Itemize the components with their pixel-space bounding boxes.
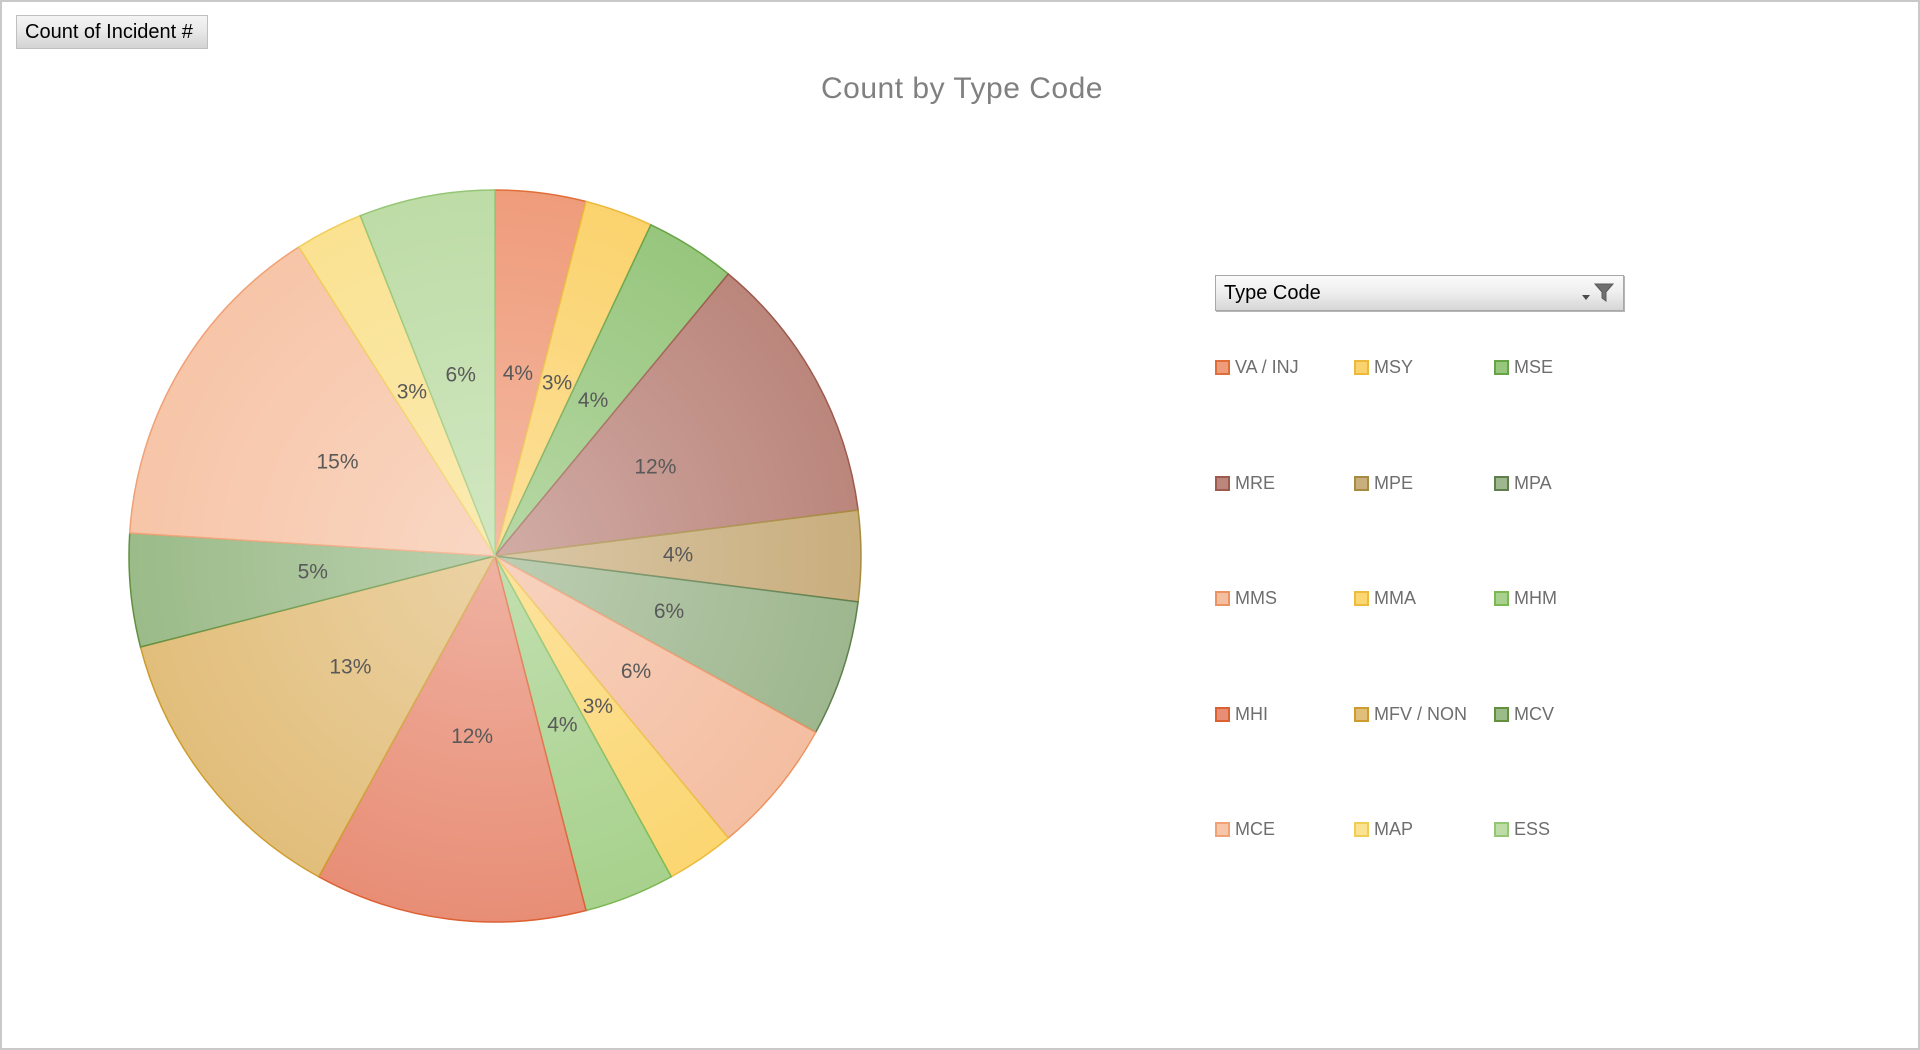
legend-swatch-mpe — [1354, 476, 1369, 491]
dropdown-caret-icon — [1582, 295, 1590, 300]
legend-item-mce: MCE — [1215, 819, 1275, 840]
legend-label: MSE — [1514, 357, 1554, 377]
legend-swatch-ess — [1494, 822, 1509, 837]
legend-label: MMS — [1235, 588, 1277, 608]
legend-swatch-mma — [1354, 591, 1369, 606]
legend-label: MRE — [1235, 473, 1275, 493]
legend-label: ESS — [1514, 819, 1551, 839]
pie-data-label: 3% — [542, 371, 572, 394]
legend-swatch-mms — [1215, 591, 1230, 606]
legend-swatch-mcv — [1494, 707, 1509, 722]
pie-data-label: 4% — [578, 389, 608, 412]
legend-item-va-inj: VA / INJ — [1215, 357, 1299, 378]
pie-data-label: 4% — [503, 362, 533, 385]
legend-item-mms: MMS — [1215, 588, 1277, 609]
legend-label: MPE — [1374, 473, 1414, 493]
legend-item-mse: MSE — [1494, 357, 1553, 378]
pie-data-label: 6% — [446, 364, 476, 387]
pie-data-label: 4% — [547, 714, 577, 737]
legend-swatch-mre — [1215, 476, 1230, 491]
legend-item-mpa: MPA — [1494, 473, 1552, 494]
pie-data-label: 3% — [397, 380, 427, 403]
legend-swatch-mpa — [1494, 476, 1509, 491]
legend-label: MHI — [1235, 704, 1268, 724]
legend-label: MCE — [1235, 819, 1275, 839]
legend-label: MCV — [1514, 704, 1554, 724]
legend-label: MFV / NON — [1374, 704, 1467, 724]
legend-item-mma: MMA — [1354, 588, 1416, 609]
pie-chart: 4% 3% 4% 12% 4% 6% 6% 3% 4% 12% 13% 5% 15% 3% 6% — [115, 176, 875, 936]
pie-data-label: 6% — [654, 600, 684, 623]
legend-label: MSY — [1374, 357, 1414, 377]
value-field-button-label: Count of Incident # — [25, 20, 193, 43]
type-code-filter-label: Type Code — [1224, 281, 1321, 304]
pie-data-label: 4% — [663, 544, 693, 567]
legend-item-map: MAP — [1354, 819, 1413, 840]
legend-swatch-mce — [1215, 822, 1230, 837]
legend-label: MPA — [1514, 473, 1552, 493]
legend-item-msy: MSY — [1354, 357, 1413, 378]
legend-swatch-mhm — [1494, 591, 1509, 606]
legend-item-mcv: MCV — [1494, 704, 1554, 725]
pie-data-label: 12% — [451, 725, 493, 748]
legend-swatch-msy — [1354, 360, 1369, 375]
pie-data-label: 3% — [583, 695, 613, 718]
legend-swatch-mfv-non — [1354, 707, 1369, 722]
value-field-button[interactable]: Count of Incident # — [16, 15, 208, 49]
pie-chart-svg: 4% 3% 4% 12% 4% 6% 6% 3% 4% 12% 13% 5% 15% 3% 6% — [128, 189, 862, 923]
legend-item-ess: ESS — [1494, 819, 1550, 840]
legend-item-mre: MRE — [1215, 473, 1275, 494]
legend-swatch-map — [1354, 822, 1369, 837]
pie-data-label: 15% — [316, 450, 358, 473]
type-code-filter-button[interactable]: Type Code — [1215, 275, 1624, 311]
legend-item-mhm: MHM — [1494, 588, 1557, 609]
legend-item-mhi: MHI — [1215, 704, 1268, 725]
pie-data-label: 5% — [298, 561, 328, 584]
legend-label: VA / INJ — [1235, 357, 1299, 377]
legend-label: MHM — [1514, 588, 1557, 608]
funnel-icon[interactable] — [1593, 282, 1615, 304]
legend-label: MAP — [1374, 819, 1414, 839]
legend-item-mfv-non: MFV / NON — [1354, 704, 1467, 725]
legend-swatch-mse — [1494, 360, 1509, 375]
chart-title: Count by Type Code — [821, 72, 1103, 105]
legend-item-mpe: MPE — [1354, 473, 1413, 494]
legend-label: MMA — [1374, 588, 1416, 608]
legend-swatch-va-inj — [1215, 360, 1230, 375]
pie-data-label: 12% — [634, 455, 676, 478]
pie-data-label: 13% — [329, 656, 371, 679]
pie-data-label: 6% — [621, 660, 651, 683]
legend-swatch-mhi — [1215, 707, 1230, 722]
